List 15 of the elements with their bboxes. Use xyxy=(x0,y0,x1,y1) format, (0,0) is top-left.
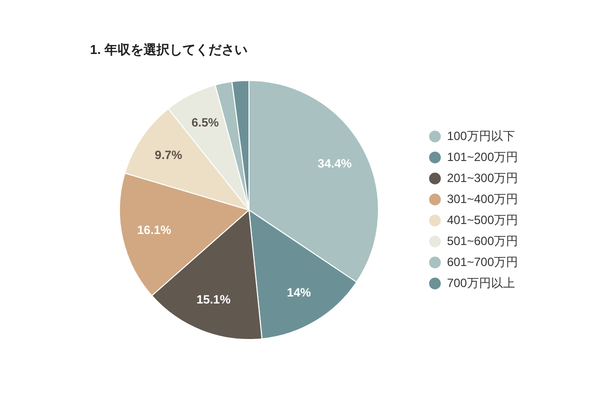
legend-label: 601~700万円 xyxy=(446,254,518,269)
legend-label: 101~200万円 xyxy=(446,150,518,164)
chart-title: 1. 年収を選択してください xyxy=(90,41,248,59)
legend-label: 401~500万円 xyxy=(446,212,518,227)
legend-label: 301~400万円 xyxy=(446,192,518,206)
data-label: 34.4% xyxy=(318,156,352,171)
data-label: 15.1% xyxy=(196,292,231,307)
data-label: 16.1% xyxy=(137,223,172,238)
legend-label: 100万円以下 xyxy=(446,128,515,143)
legend-label: 501~600万円 xyxy=(446,234,518,248)
data-label: 9.7% xyxy=(154,148,182,162)
legend-label: 700万円以上 xyxy=(446,276,515,290)
data-label: 6.5% xyxy=(191,116,220,130)
data-label: 14% xyxy=(286,286,312,300)
legend-label: 201~300万円 xyxy=(446,170,518,185)
